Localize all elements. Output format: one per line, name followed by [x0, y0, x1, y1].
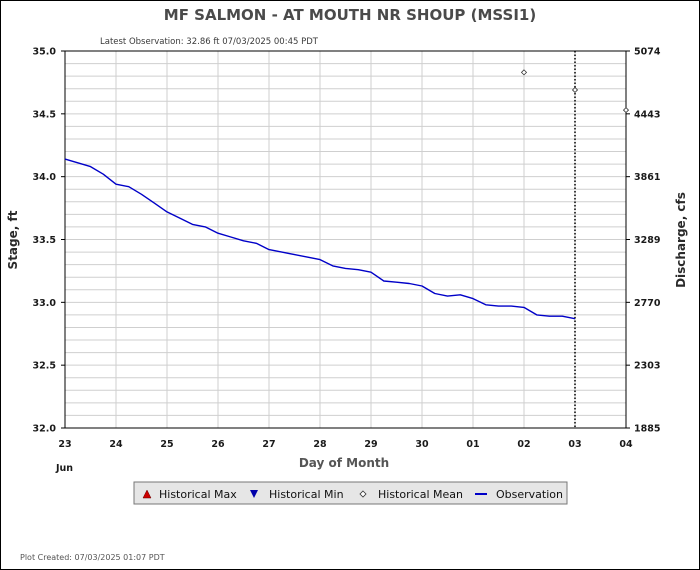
- observation-line: [64, 158, 576, 320]
- historical-min-icon: [250, 490, 258, 498]
- legend-item-historical-mean: Historical Mean: [378, 488, 463, 501]
- plot-created: Plot Created: 07/03/2025 01:07 PDT: [20, 553, 165, 562]
- x-tick-label: 03: [568, 439, 581, 450]
- x-tick-label: 24: [109, 439, 123, 450]
- y2-tick-label: 3861: [634, 172, 660, 183]
- y-tick-label: 33.0: [33, 298, 57, 309]
- x-tick-label: 01: [466, 439, 479, 450]
- historical-max-icon: [142, 489, 152, 499]
- historical-mean-icon: [359, 490, 367, 498]
- y2-tick-label: 1885: [634, 424, 660, 435]
- y2-tick-label: 5074: [634, 47, 661, 58]
- x-tick-label: 30: [415, 439, 429, 450]
- y2-tick-label: 4443: [634, 109, 660, 120]
- y2-axis-label: Discharge, cfs: [674, 192, 688, 288]
- historical-mean-point: [622, 106, 630, 114]
- x-tick-label: 28: [313, 439, 327, 450]
- legend-box: [133, 481, 568, 505]
- x-tick-label: 02: [517, 439, 530, 450]
- chart-title: MF SALMON - AT MOUTH NR SHOUP (MSSI1): [164, 6, 536, 24]
- historical-mean-point: [520, 69, 528, 76]
- x-tick-label: 04: [619, 439, 633, 450]
- x-tick-label: 23: [58, 439, 71, 450]
- x-tick-label: 27: [262, 439, 275, 450]
- y2-tick-label: 2303: [634, 361, 660, 372]
- y2-tick-label: 2770: [634, 298, 661, 309]
- legend-item-historical-min: Historical Min: [269, 488, 344, 501]
- x-tick-label: 29: [364, 439, 377, 450]
- axes: 23 24 25 26 27 28 29 30 01 02 03 04 32.0 32.5 33.0 33.5…: [33, 47, 661, 451]
- y-tick-label: 32.5: [33, 361, 56, 372]
- month-label: Jun: [55, 463, 73, 474]
- y-tick-label: 32.0: [33, 424, 57, 435]
- legend-item-historical-max: Historical Max: [159, 488, 237, 501]
- y-tick-label: 33.5: [33, 235, 56, 246]
- historical-mean-point: [571, 86, 579, 94]
- y-tick-label: 35.0: [33, 47, 57, 58]
- x-tick-label: 26: [211, 439, 225, 450]
- legend-item-observation: Observation: [496, 488, 563, 501]
- series-layer: [64, 51, 630, 428]
- y-tick-label: 34.5: [33, 109, 56, 120]
- grid-lines: [64, 50, 627, 429]
- x-tick-label: 25: [160, 439, 173, 450]
- latest-observation: Latest Observation: 32.86 ft 07/03/2025 …: [100, 37, 319, 47]
- x-axis-label: Day of Month: [299, 456, 389, 470]
- y2-tick-label: 3289: [634, 235, 660, 246]
- legend: Historical Max Historical Min Historical…: [133, 481, 568, 505]
- y-axis-label: Stage, ft: [6, 210, 20, 269]
- y-tick-label: 34.0: [33, 172, 57, 183]
